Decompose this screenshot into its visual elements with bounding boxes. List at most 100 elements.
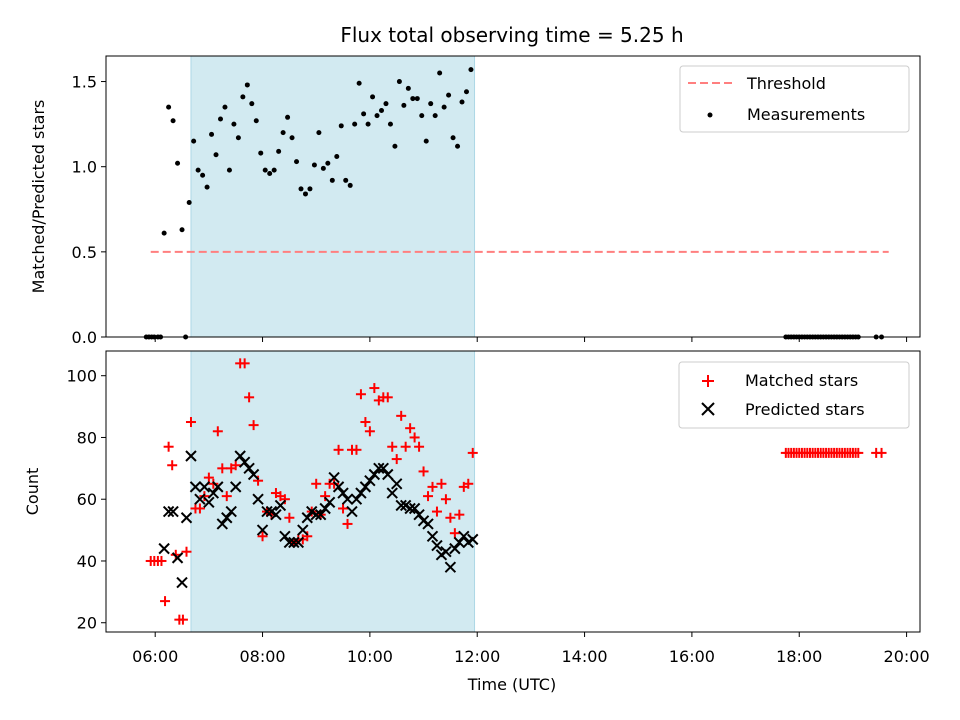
x-tick-label: 10:00 [347,647,393,666]
measurement-point [383,101,389,107]
measurement-point [468,67,474,73]
y-tick-label: 40 [77,552,97,571]
measurements-legend-label: Measurements [747,105,865,124]
matched-star-marker [177,614,188,625]
measurement-point [170,118,176,124]
measurement-point [428,101,434,107]
y-tick-label: 1.0 [72,158,97,177]
matched-star-marker [342,518,353,529]
matched-star-marker [405,423,416,434]
measurement-point [338,123,344,129]
measurement-point [410,96,416,102]
matched-star-marker [248,420,259,431]
measurement-point [200,172,206,178]
measurement-point [209,131,215,137]
predicted-star-marker [368,468,381,481]
matched-star-marker [253,475,264,486]
matched-star-marker [156,555,167,566]
matched-star-marker [185,417,196,428]
x-tick-label: 08:00 [239,647,285,666]
predicted-legend-swatch [701,402,715,416]
matched-star-marker [279,494,290,505]
measurement-point [166,104,172,110]
matched-star-marker [396,410,407,421]
measurement-point [446,92,452,98]
matched-star-marker [449,528,460,539]
measurement-point [316,130,322,136]
measurement-point [191,138,197,144]
predicted-star-marker [207,487,220,499]
observing-window-span-top [190,55,476,338]
predicted-star-marker [359,481,372,493]
y-tick-label: 80 [77,428,97,447]
matched-star-marker [181,546,192,557]
y-tick-label: 100 [66,367,97,386]
measurement-point [405,85,411,91]
predicted-star-marker [225,505,237,518]
measurement-point [374,113,380,119]
matched-star-marker [221,491,232,502]
measurement-point [370,94,376,100]
predicted-star-marker [234,450,246,462]
matched-star-marker [423,491,434,502]
matched-star-marker [203,472,214,483]
matched-star-marker [369,383,380,394]
measurement-point [231,121,237,127]
predicted-star-marker [185,450,197,462]
predicted-star-marker [261,505,273,518]
measurement-point [276,148,282,154]
predicted-star-marker [229,481,242,493]
predicted-star-marker [292,536,305,549]
predicted-star-marker [373,462,385,475]
predicted-star-marker [458,530,470,542]
predicted-star-marker [288,536,300,549]
predicted-star-marker [314,508,327,521]
predicted-star-marker [283,536,296,549]
measurement-point [387,121,393,127]
predicted-star-marker [391,478,403,490]
matched-star-marker [217,463,228,474]
matched-star-marker [876,447,887,458]
ratio-panel: 0.0 0.5 1.0 1.5 Matched/Predicted stars Thr… [29,55,921,347]
predicted-star-marker [180,512,193,524]
measurement-point [217,116,223,122]
measurement-point [396,79,402,85]
predicted-star-marker [279,530,291,542]
predicted-star-marker [444,561,457,573]
predicted-star-marker [404,502,416,515]
measurement-point [352,121,358,127]
predicted-star-marker [198,481,211,493]
matched-star-marker [467,447,478,458]
predicted-star-marker [377,462,390,475]
measurement-point [325,160,331,166]
bottom-legend: Matched stars Predicted stars [678,361,910,429]
measurement-point [179,227,185,233]
predicted-star-marker [221,512,233,524]
matched-star-marker [382,392,393,403]
top-legend: Threshold Measurements [679,65,910,133]
matched-star-marker [230,460,241,471]
measurement-point [298,186,304,192]
predicted-star-marker [158,542,170,555]
measurement-point [249,101,255,107]
matched-star-marker [853,447,864,458]
measurement-point [271,167,277,173]
top-y-axis-label: Matched/Predicted stars [29,100,48,294]
matched-star-marker [284,512,295,523]
x-tick-label: 06:00 [132,647,178,666]
predicted-star-marker [426,530,439,542]
matched-star-marker [414,441,425,452]
matched-star-marker [364,426,375,437]
y-tick-label: 20 [77,614,97,633]
measurement-point [222,104,228,110]
predicted-star-marker [167,505,179,518]
x-axis-label: Time (UTC) [467,675,556,694]
measurement-point [361,111,367,117]
matched-star-marker [163,441,174,452]
measurement-point [253,118,259,124]
predicted-star-marker [189,481,202,493]
predicted-star-marker [431,539,443,552]
measurement-point [307,186,313,192]
predicted-star-marker [212,481,224,493]
predicted-star-marker [350,493,363,505]
